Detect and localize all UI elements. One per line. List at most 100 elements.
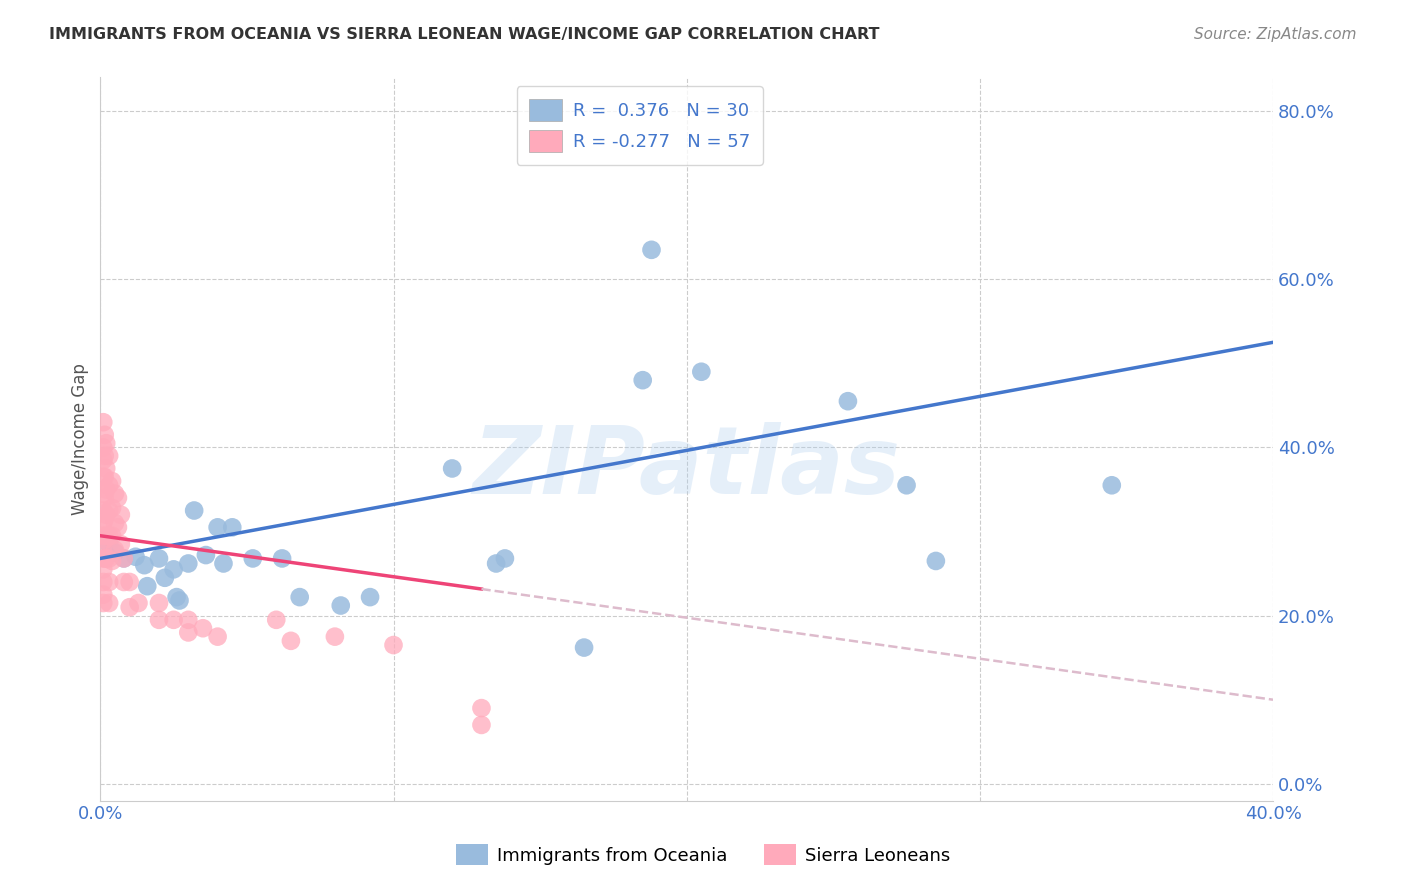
Point [148, 596, 170, 610]
Point [148, 551, 170, 566]
Point [329, 599, 352, 613]
Point [101, 500, 124, 515]
Point [163, 613, 186, 627]
Legend: Immigrants from Oceania, Sierra Leoneans: Immigrants from Oceania, Sierra Leoneans [449, 837, 957, 872]
Point [118, 600, 141, 615]
Point [94, 533, 117, 547]
Point [177, 613, 200, 627]
Point [690, 365, 713, 379]
Point [107, 491, 129, 505]
Point [91, 562, 114, 576]
Point [91, 574, 114, 589]
Point [288, 590, 311, 604]
Point [101, 474, 124, 488]
Point [94, 427, 117, 442]
Point [280, 633, 302, 648]
Point [837, 394, 859, 409]
Point [382, 638, 405, 652]
Point [91, 541, 114, 556]
Point [91, 588, 114, 602]
Point [169, 593, 191, 607]
Point [494, 551, 516, 566]
Text: ZIPatlas: ZIPatlas [472, 422, 901, 514]
Point [925, 554, 948, 568]
Point [572, 640, 595, 655]
Point [112, 551, 135, 566]
Point [221, 520, 243, 534]
Point [98, 596, 121, 610]
Point [104, 543, 127, 558]
Point [91, 470, 114, 484]
Point [191, 621, 214, 635]
Point [112, 574, 135, 589]
Point [98, 503, 121, 517]
Point [96, 436, 118, 450]
Point [91, 441, 114, 455]
Y-axis label: Wage/Income Gap: Wage/Income Gap [72, 363, 89, 515]
Point [98, 537, 121, 551]
Point [271, 551, 294, 566]
Point [1101, 478, 1123, 492]
Point [107, 520, 129, 534]
Point [441, 461, 464, 475]
Point [124, 549, 146, 564]
Point [136, 579, 159, 593]
Point [212, 557, 235, 571]
Point [153, 571, 176, 585]
Point [98, 574, 121, 589]
Point [640, 243, 662, 257]
Point [104, 486, 127, 500]
Point [98, 529, 121, 543]
Point [896, 478, 918, 492]
Point [96, 508, 118, 522]
Point [207, 520, 229, 534]
Point [101, 529, 124, 543]
Point [127, 596, 149, 610]
Point [118, 574, 141, 589]
Point [94, 491, 117, 505]
Point [242, 551, 264, 566]
Point [94, 512, 117, 526]
Point [177, 625, 200, 640]
Point [183, 503, 205, 517]
Point [98, 551, 121, 566]
Point [91, 415, 114, 429]
Point [96, 551, 118, 566]
Text: IMMIGRANTS FROM OCEANIA VS SIERRA LEONEAN WAGE/INCOME GAP CORRELATION CHART: IMMIGRANTS FROM OCEANIA VS SIERRA LEONEA… [49, 27, 880, 42]
Point [264, 613, 287, 627]
Point [94, 449, 117, 463]
Point [323, 630, 346, 644]
Point [96, 529, 118, 543]
Legend: R =  0.376   N = 30, R = -0.277   N = 57: R = 0.376 N = 30, R = -0.277 N = 57 [517, 87, 762, 165]
Point [91, 516, 114, 530]
Point [110, 508, 132, 522]
Point [177, 557, 200, 571]
Point [194, 548, 217, 562]
Point [470, 718, 492, 732]
Point [91, 596, 114, 610]
Point [166, 590, 188, 604]
Point [485, 557, 508, 571]
Point [104, 516, 127, 530]
Point [96, 461, 118, 475]
Point [112, 551, 135, 566]
Point [110, 537, 132, 551]
Point [94, 470, 117, 484]
Point [91, 529, 114, 543]
Point [96, 483, 118, 497]
Point [101, 554, 124, 568]
Point [134, 558, 156, 573]
Point [631, 373, 654, 387]
Point [91, 453, 114, 467]
Text: Source: ZipAtlas.com: Source: ZipAtlas.com [1194, 27, 1357, 42]
Point [91, 486, 114, 500]
Point [163, 562, 186, 576]
Point [148, 613, 170, 627]
Point [98, 449, 121, 463]
Point [94, 551, 117, 566]
Point [104, 545, 127, 559]
Point [470, 701, 492, 715]
Point [359, 590, 381, 604]
Point [207, 630, 229, 644]
Point [91, 551, 114, 566]
